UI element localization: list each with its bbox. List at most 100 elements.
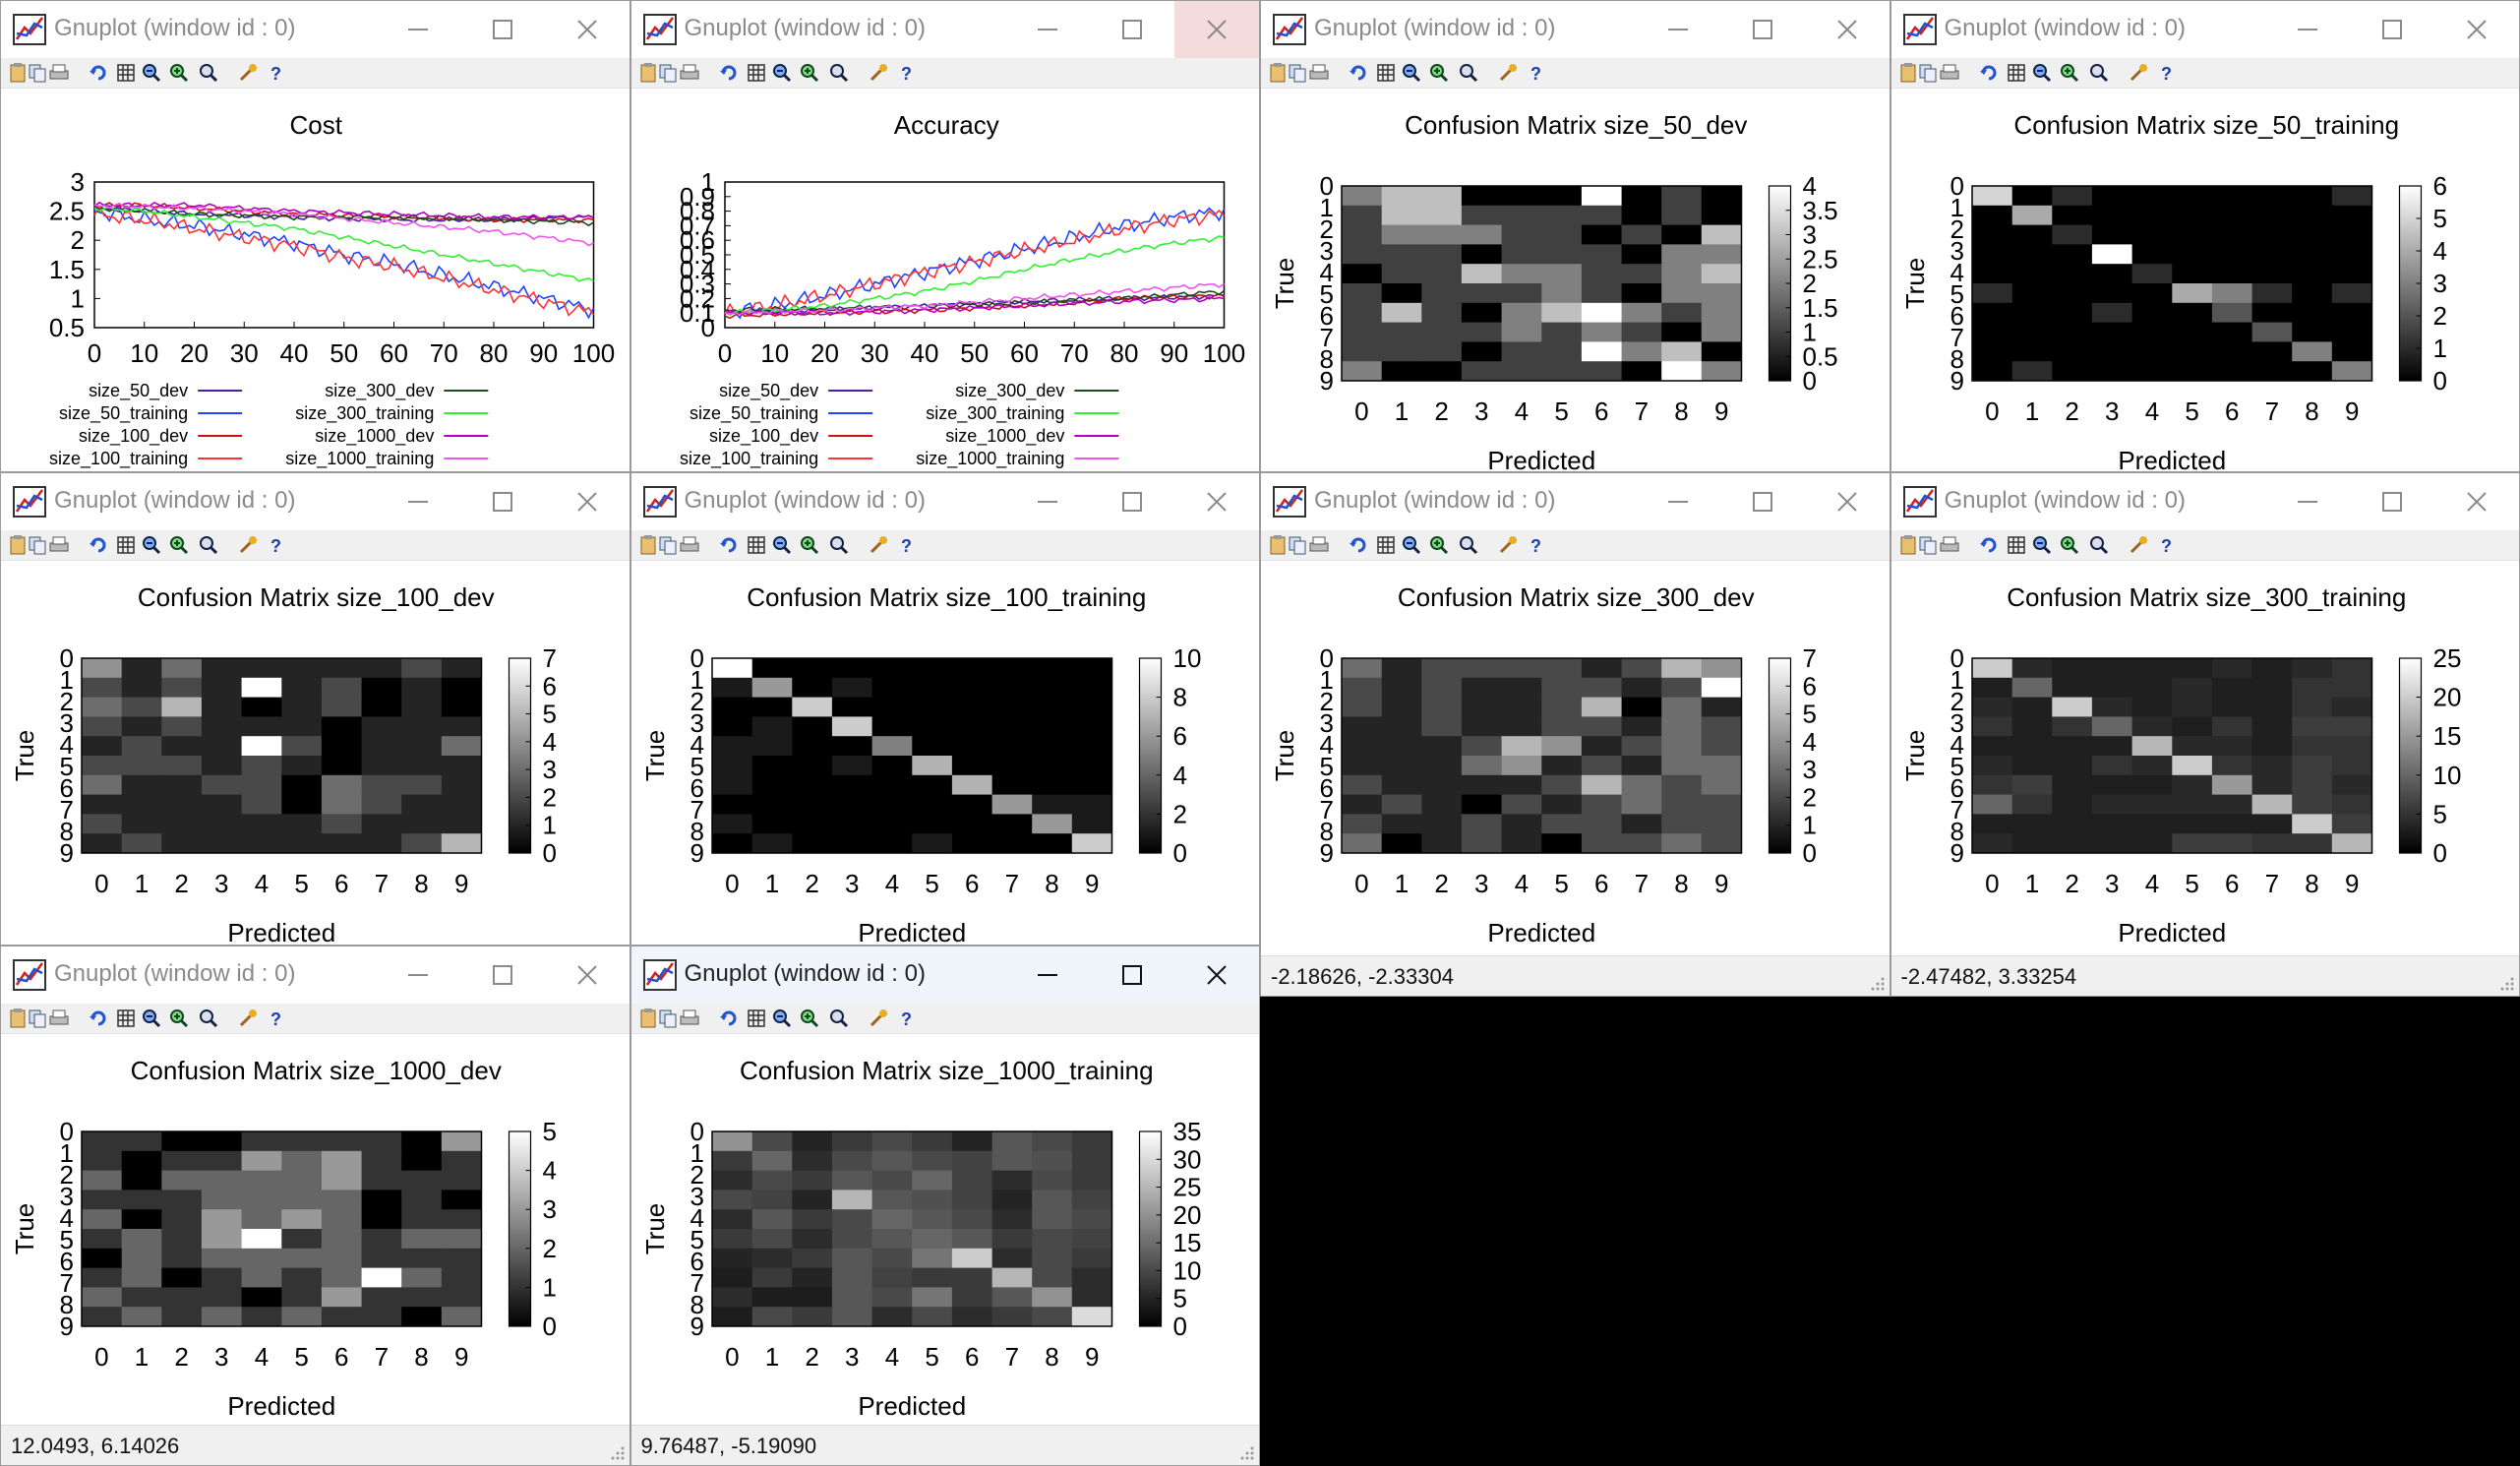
options-icon[interactable] <box>237 1008 259 1029</box>
close-button[interactable] <box>1805 1 1890 58</box>
copy-icon[interactable] <box>657 534 679 556</box>
clipboard-icon[interactable] <box>7 534 29 556</box>
autoscale-icon[interactable] <box>198 534 219 556</box>
resize-grip-icon[interactable] <box>608 1443 626 1461</box>
maximize-button[interactable] <box>460 473 545 530</box>
help-icon[interactable]: ? <box>895 62 917 84</box>
autoscale-icon[interactable] <box>828 62 850 84</box>
zoom-prev-icon[interactable] <box>141 534 162 556</box>
clipboard-icon[interactable] <box>7 1008 29 1029</box>
maximize-button[interactable] <box>2350 1 2434 58</box>
minimize-button[interactable] <box>1005 947 1090 1004</box>
minimize-button[interactable] <box>2265 1 2350 58</box>
print-icon[interactable] <box>48 62 70 84</box>
minimize-button[interactable] <box>376 1 460 58</box>
title-bar[interactable]: Gnuplot (window id : 0) <box>1890 473 2519 531</box>
grid-icon[interactable] <box>1375 534 1397 556</box>
minimize-button[interactable] <box>2265 473 2350 530</box>
grid-icon[interactable] <box>2006 534 2027 556</box>
replot-icon[interactable] <box>718 62 740 84</box>
minimize-button[interactable] <box>1636 473 1720 530</box>
zoom-prev-icon[interactable] <box>2031 62 2053 84</box>
title-bar[interactable]: Gnuplot (window id : 0) <box>1890 1 2519 58</box>
close-button[interactable] <box>1174 947 1259 1004</box>
grid-icon[interactable] <box>746 1008 767 1029</box>
resize-grip-icon[interactable] <box>2497 974 2515 992</box>
clipboard-icon[interactable] <box>7 62 29 84</box>
replot-icon[interactable] <box>718 534 740 556</box>
autoscale-icon[interactable] <box>828 1008 850 1029</box>
copy-icon[interactable] <box>657 1008 679 1029</box>
title-bar[interactable]: Gnuplot (window id : 0) <box>1261 1 1890 58</box>
close-button[interactable] <box>1805 473 1890 530</box>
close-button[interactable] <box>2434 1 2519 58</box>
autoscale-icon[interactable] <box>1458 62 1479 84</box>
title-bar[interactable]: Gnuplot (window id : 0) <box>1 1 630 58</box>
options-icon[interactable] <box>868 1008 889 1029</box>
replot-icon[interactable] <box>1348 534 1369 556</box>
help-icon[interactable]: ? <box>2155 534 2177 556</box>
zoom-prev-icon[interactable] <box>1401 62 1422 84</box>
clipboard-icon[interactable] <box>637 1008 659 1029</box>
options-icon[interactable] <box>1497 534 1519 556</box>
help-icon[interactable]: ? <box>265 62 286 84</box>
window-accuracy[interactable]: Gnuplot (window id : 0)? Accuracy 0 10 20 30 4… <box>630 0 1261 473</box>
plot-canvas[interactable]: Confusion Matrix size_300_dev00112233445… <box>1261 561 1890 957</box>
close-button[interactable] <box>1174 473 1259 530</box>
window-cm-50-training[interactable]: Gnuplot (window id : 0)? Confusion Matrix… <box>1890 0 2520 473</box>
window-cm-300-training[interactable]: Gnuplot (window id : 0)? -2.47482, 3.3325… <box>1890 472 2520 997</box>
copy-icon[interactable] <box>1287 534 1308 556</box>
print-icon[interactable] <box>48 1008 70 1029</box>
title-bar[interactable]: Gnuplot (window id : 0) <box>1 473 630 531</box>
replot-icon[interactable] <box>88 534 109 556</box>
zoom-prev-icon[interactable] <box>771 62 793 84</box>
zoom-next-icon[interactable] <box>799 534 820 556</box>
minimize-button[interactable] <box>1005 473 1090 530</box>
replot-icon[interactable] <box>1348 62 1369 84</box>
minimize-button[interactable] <box>1005 1 1090 58</box>
options-icon[interactable] <box>868 62 889 84</box>
resize-grip-icon[interactable] <box>1237 1443 1255 1461</box>
copy-icon[interactable] <box>1917 534 1939 556</box>
clipboard-icon[interactable] <box>1267 62 1289 84</box>
zoom-prev-icon[interactable] <box>2031 534 2053 556</box>
clipboard-icon[interactable] <box>637 62 659 84</box>
help-icon[interactable]: ? <box>1525 62 1546 84</box>
print-icon[interactable] <box>679 1008 700 1029</box>
zoom-prev-icon[interactable] <box>141 1008 162 1029</box>
print-icon[interactable] <box>1308 534 1330 556</box>
options-icon[interactable] <box>237 534 259 556</box>
plot-canvas[interactable]: Confusion Matrix size_300_training001122… <box>1891 561 2520 957</box>
zoom-next-icon[interactable] <box>2059 534 2080 556</box>
minimize-button[interactable] <box>376 947 460 1004</box>
title-bar[interactable]: Gnuplot (window id : 0) <box>1261 473 1890 531</box>
copy-icon[interactable] <box>27 534 48 556</box>
print-icon[interactable] <box>1308 62 1330 84</box>
window-cm-300-dev[interactable]: Gnuplot (window id : 0)? -2.18626, -2.333… <box>1260 472 1890 997</box>
maximize-button[interactable] <box>2350 473 2434 530</box>
window-cm-100-training[interactable]: Gnuplot (window id : 0)? Confusion Matrix… <box>630 472 1260 946</box>
zoom-next-icon[interactable] <box>168 1008 190 1029</box>
help-icon[interactable]: ? <box>1525 534 1546 556</box>
print-icon[interactable] <box>679 62 700 84</box>
maximize-button[interactable] <box>1090 473 1174 530</box>
close-button[interactable] <box>2434 473 2519 530</box>
maximize-button[interactable] <box>460 947 545 1004</box>
maximize-button[interactable] <box>1720 473 1805 530</box>
help-icon[interactable]: ? <box>895 1008 917 1029</box>
help-icon[interactable]: ? <box>895 534 917 556</box>
clipboard-icon[interactable] <box>1897 62 1919 84</box>
grid-icon[interactable] <box>1375 62 1397 84</box>
replot-icon[interactable] <box>1978 62 2000 84</box>
autoscale-icon[interactable] <box>828 534 850 556</box>
plot-canvas[interactable]: Accuracy 0 10 20 30 40 50 60 70 80 90 100 00.10.20.3… <box>631 89 1261 472</box>
replot-icon[interactable] <box>88 1008 109 1029</box>
zoom-prev-icon[interactable] <box>141 62 162 84</box>
help-icon[interactable]: ? <box>265 1008 286 1029</box>
options-icon[interactable] <box>2128 62 2149 84</box>
copy-icon[interactable] <box>1917 62 1939 84</box>
title-bar[interactable]: Gnuplot (window id : 0) <box>630 473 1259 531</box>
maximize-button[interactable] <box>1720 1 1805 58</box>
grid-icon[interactable] <box>2006 62 2027 84</box>
print-icon[interactable] <box>679 534 700 556</box>
